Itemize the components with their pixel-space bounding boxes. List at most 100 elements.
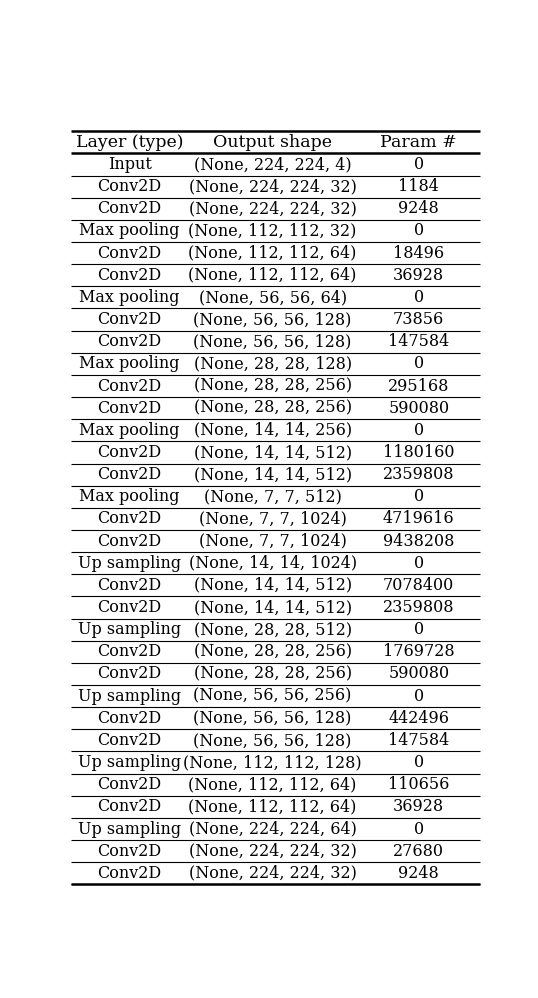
Text: Conv2D: Conv2D — [97, 776, 162, 793]
Text: 590080: 590080 — [388, 666, 449, 683]
Text: 110656: 110656 — [388, 776, 449, 793]
Text: (None, 56, 56, 256): (None, 56, 56, 256) — [194, 688, 352, 705]
Text: 2359808: 2359808 — [383, 466, 455, 483]
Text: 7078400: 7078400 — [383, 577, 455, 594]
Text: (None, 28, 28, 128): (None, 28, 28, 128) — [194, 355, 352, 372]
Text: 9438208: 9438208 — [383, 533, 455, 550]
Text: Conv2D: Conv2D — [97, 577, 162, 594]
Text: 295168: 295168 — [388, 377, 449, 394]
Text: 18496: 18496 — [393, 245, 444, 261]
Text: Output shape: Output shape — [213, 134, 332, 151]
Text: Input: Input — [108, 156, 152, 173]
Text: Conv2D: Conv2D — [97, 599, 162, 616]
Text: Conv2D: Conv2D — [97, 732, 162, 748]
Text: (None, 14, 14, 1024): (None, 14, 14, 1024) — [189, 555, 357, 572]
Text: 0: 0 — [414, 156, 424, 173]
Text: Conv2D: Conv2D — [97, 865, 162, 882]
Text: 1184: 1184 — [398, 179, 439, 196]
Text: (None, 112, 112, 128): (None, 112, 112, 128) — [183, 754, 362, 771]
Text: Conv2D: Conv2D — [97, 666, 162, 683]
Text: Max pooling: Max pooling — [80, 422, 180, 439]
Text: (None, 28, 28, 512): (None, 28, 28, 512) — [194, 621, 352, 638]
Text: (None, 224, 224, 4): (None, 224, 224, 4) — [194, 156, 351, 173]
Text: 0: 0 — [414, 820, 424, 837]
Text: 0: 0 — [414, 754, 424, 771]
Text: 9248: 9248 — [398, 201, 439, 218]
Text: (None, 7, 7, 1024): (None, 7, 7, 1024) — [199, 510, 346, 527]
Text: (None, 56, 56, 128): (None, 56, 56, 128) — [194, 333, 352, 350]
Text: 147584: 147584 — [388, 732, 449, 748]
Text: Conv2D: Conv2D — [97, 333, 162, 350]
Text: (None, 28, 28, 256): (None, 28, 28, 256) — [194, 644, 352, 661]
Text: Up sampling: Up sampling — [78, 621, 181, 638]
Text: (None, 56, 56, 64): (None, 56, 56, 64) — [199, 288, 346, 306]
Text: 9248: 9248 — [398, 865, 439, 882]
Text: Conv2D: Conv2D — [97, 311, 162, 328]
Text: Conv2D: Conv2D — [97, 710, 162, 727]
Text: 4719616: 4719616 — [383, 510, 455, 527]
Text: (None, 224, 224, 32): (None, 224, 224, 32) — [189, 201, 357, 218]
Text: 0: 0 — [414, 422, 424, 439]
Text: Up sampling: Up sampling — [78, 555, 181, 572]
Text: (None, 112, 112, 64): (None, 112, 112, 64) — [188, 245, 357, 261]
Text: (None, 112, 112, 64): (None, 112, 112, 64) — [188, 776, 357, 793]
Text: (None, 14, 14, 512): (None, 14, 14, 512) — [194, 577, 352, 594]
Text: (None, 112, 112, 64): (None, 112, 112, 64) — [188, 798, 357, 815]
Text: 590080: 590080 — [388, 399, 449, 416]
Text: 0: 0 — [414, 488, 424, 505]
Text: Param #: Param # — [380, 134, 457, 151]
Text: (None, 56, 56, 128): (None, 56, 56, 128) — [194, 710, 352, 727]
Text: 0: 0 — [414, 688, 424, 705]
Text: (None, 224, 224, 64): (None, 224, 224, 64) — [189, 820, 357, 837]
Text: Conv2D: Conv2D — [97, 533, 162, 550]
Text: Conv2D: Conv2D — [97, 510, 162, 527]
Text: 0: 0 — [414, 223, 424, 240]
Text: Max pooling: Max pooling — [80, 355, 180, 372]
Text: Conv2D: Conv2D — [97, 798, 162, 815]
Text: 36928: 36928 — [393, 266, 444, 283]
Text: (None, 7, 7, 512): (None, 7, 7, 512) — [204, 488, 342, 505]
Text: 0: 0 — [414, 621, 424, 638]
Text: Conv2D: Conv2D — [97, 644, 162, 661]
Text: (None, 28, 28, 256): (None, 28, 28, 256) — [194, 399, 352, 416]
Text: Max pooling: Max pooling — [80, 488, 180, 505]
Text: Up sampling: Up sampling — [78, 754, 181, 771]
Text: (None, 28, 28, 256): (None, 28, 28, 256) — [194, 377, 352, 394]
Text: Conv2D: Conv2D — [97, 201, 162, 218]
Text: 1180160: 1180160 — [383, 444, 455, 461]
Text: Conv2D: Conv2D — [97, 245, 162, 261]
Text: Layer (type): Layer (type) — [76, 134, 183, 151]
Text: 442496: 442496 — [388, 710, 449, 727]
Text: Conv2D: Conv2D — [97, 266, 162, 283]
Text: Up sampling: Up sampling — [78, 820, 181, 837]
Text: (None, 224, 224, 32): (None, 224, 224, 32) — [189, 865, 357, 882]
Text: 73856: 73856 — [393, 311, 444, 328]
Text: (None, 112, 112, 32): (None, 112, 112, 32) — [188, 223, 357, 240]
Text: (None, 14, 14, 256): (None, 14, 14, 256) — [194, 422, 352, 439]
Text: (None, 56, 56, 128): (None, 56, 56, 128) — [194, 311, 352, 328]
Text: Max pooling: Max pooling — [80, 223, 180, 240]
Text: (None, 14, 14, 512): (None, 14, 14, 512) — [194, 599, 352, 616]
Text: Max pooling: Max pooling — [80, 288, 180, 306]
Text: (None, 56, 56, 128): (None, 56, 56, 128) — [194, 732, 352, 748]
Text: (None, 112, 112, 64): (None, 112, 112, 64) — [188, 266, 357, 283]
Text: 0: 0 — [414, 555, 424, 572]
Text: 2359808: 2359808 — [383, 599, 455, 616]
Text: Conv2D: Conv2D — [97, 377, 162, 394]
Text: 0: 0 — [414, 288, 424, 306]
Text: Conv2D: Conv2D — [97, 179, 162, 196]
Text: 36928: 36928 — [393, 798, 444, 815]
Text: Conv2D: Conv2D — [97, 399, 162, 416]
Text: Conv2D: Conv2D — [97, 466, 162, 483]
Text: 1769728: 1769728 — [383, 644, 455, 661]
Text: (None, 14, 14, 512): (None, 14, 14, 512) — [194, 444, 352, 461]
Text: 27680: 27680 — [393, 842, 444, 859]
Text: (None, 224, 224, 32): (None, 224, 224, 32) — [189, 842, 357, 859]
Text: (None, 28, 28, 256): (None, 28, 28, 256) — [194, 666, 352, 683]
Text: Up sampling: Up sampling — [78, 688, 181, 705]
Text: (None, 14, 14, 512): (None, 14, 14, 512) — [194, 466, 352, 483]
Text: 0: 0 — [414, 355, 424, 372]
Text: (None, 224, 224, 32): (None, 224, 224, 32) — [189, 179, 357, 196]
Text: Conv2D: Conv2D — [97, 842, 162, 859]
Text: Conv2D: Conv2D — [97, 444, 162, 461]
